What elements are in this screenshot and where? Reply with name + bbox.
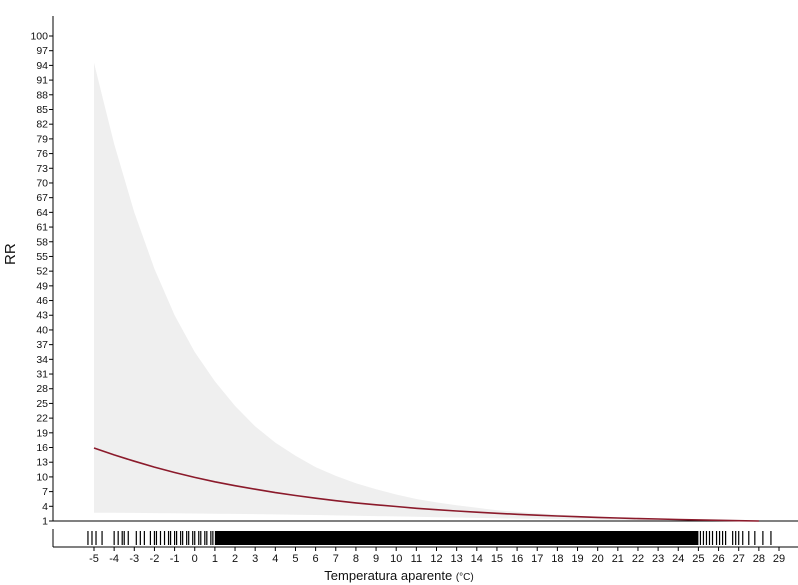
x-tick-layer: -5 -4 -3 -2 -1 0 1 2 3 4 5 6 7 8 9 10 11 12 13 14 15 16 17 18 19… — [89, 547, 785, 565]
x-axis-unit: (°C) — [455, 572, 474, 583]
x-tick-label: 5 — [292, 553, 298, 565]
y-tick-label: 37 — [36, 339, 48, 351]
x-tick-label: 0 — [192, 553, 198, 565]
x-tick-label: 8 — [353, 553, 359, 565]
x-tick-label: 3 — [252, 553, 258, 565]
y-tick-label: 70 — [36, 177, 48, 189]
x-tick-label: 18 — [551, 553, 563, 565]
y-tick-label: 85 — [36, 104, 48, 116]
x-tick-label: 7 — [333, 553, 339, 565]
y-tick-label: 73 — [36, 163, 48, 175]
axis-layer — [52, 16, 798, 548]
y-tick-label: 46 — [36, 295, 48, 307]
x-tick-label: 29 — [773, 553, 785, 565]
x-tick-label: 14 — [471, 553, 483, 565]
x-tick-label: 24 — [672, 553, 684, 565]
x-tick-label: 23 — [652, 553, 664, 565]
y-tick-label: 76 — [36, 148, 48, 160]
y-tick-label: 49 — [36, 280, 48, 292]
x-tick-label: -1 — [170, 553, 180, 565]
y-tick-label: 64 — [36, 207, 48, 219]
y-tick-label: 31 — [36, 369, 48, 381]
x-tick-label: 6 — [313, 553, 319, 565]
rug-layer — [87, 531, 772, 545]
x-tick-label: 11 — [411, 553, 422, 565]
y-tick-label: 61 — [36, 222, 48, 234]
rr-line — [93, 447, 759, 522]
x-tick-label: -4 — [109, 553, 119, 565]
y-tick-label: 1 — [42, 516, 48, 528]
x-tick-label: 15 — [491, 553, 503, 565]
x-tick-label: 16 — [511, 553, 523, 565]
x-tick-label: 4 — [272, 553, 278, 565]
x-tick-label: 26 — [712, 553, 724, 565]
x-tick-label: 17 — [531, 553, 543, 565]
y-tick-label: 100 — [30, 31, 48, 43]
x-tick-label: 28 — [753, 553, 765, 565]
x-tick-label: 20 — [592, 553, 604, 565]
y-tick-label: 43 — [36, 310, 48, 322]
y-tick-label: 22 — [36, 413, 48, 425]
x-tick-label: 13 — [451, 553, 463, 565]
x-tick-label: -3 — [129, 553, 139, 565]
y-tick-label: 91 — [36, 75, 48, 87]
x-tick-label: 12 — [430, 553, 442, 565]
y-tick-label: 88 — [36, 89, 48, 101]
y-tick-label: 40 — [36, 324, 48, 336]
y-tick-label: 52 — [36, 266, 48, 278]
y-tick-label: 34 — [36, 354, 48, 366]
x-tick-label: 2 — [232, 553, 238, 565]
y-tick-label: 28 — [36, 383, 48, 395]
x-tick-label: 27 — [733, 553, 745, 565]
y-tick-label: 16 — [36, 442, 48, 454]
y-tick-label: 7 — [42, 486, 48, 498]
x-tick-label: 10 — [390, 553, 402, 565]
x-tick-label: 19 — [571, 553, 583, 565]
confidence-band — [94, 62, 759, 522]
y-tick-label: 97 — [36, 45, 48, 57]
y-tick-layer: 1 4 7 10 13 16 19 22 25 28 31 34 37 40 43 46 49 52 55 58 61 6… — [30, 31, 53, 528]
y-tick-label: 58 — [36, 236, 48, 248]
x-tick-label: -5 — [89, 553, 99, 565]
y-tick-label: 10 — [36, 471, 48, 483]
confidence-band-layer — [94, 62, 759, 522]
y-tick-label: 94 — [36, 60, 48, 72]
x-tick-label: 22 — [632, 553, 644, 565]
y-tick-label: 67 — [36, 192, 48, 204]
y-tick-label: 4 — [42, 501, 48, 513]
y-tick-label: 82 — [36, 119, 48, 131]
y-tick-label: 13 — [36, 457, 48, 469]
y-tick-label: 19 — [36, 427, 48, 439]
y-tick-label: 55 — [36, 251, 48, 263]
x-tick-label: -2 — [150, 553, 160, 565]
x-tick-label: 25 — [692, 553, 704, 565]
x-tick-label: 1 — [212, 553, 218, 565]
x-axis-label: Temperatura aparente — [324, 568, 453, 583]
x-tick-label: 21 — [612, 553, 624, 565]
series-layer — [93, 447, 759, 522]
y-axis-label: RR — [2, 243, 19, 265]
y-tick-label: 79 — [36, 133, 48, 145]
x-axis-label-wrap: Temperatura aparente (°C) — [0, 568, 798, 583]
x-tick-label: 9 — [373, 553, 379, 565]
rug-dense-block — [214, 531, 699, 545]
y-tick-label: 25 — [36, 398, 48, 410]
